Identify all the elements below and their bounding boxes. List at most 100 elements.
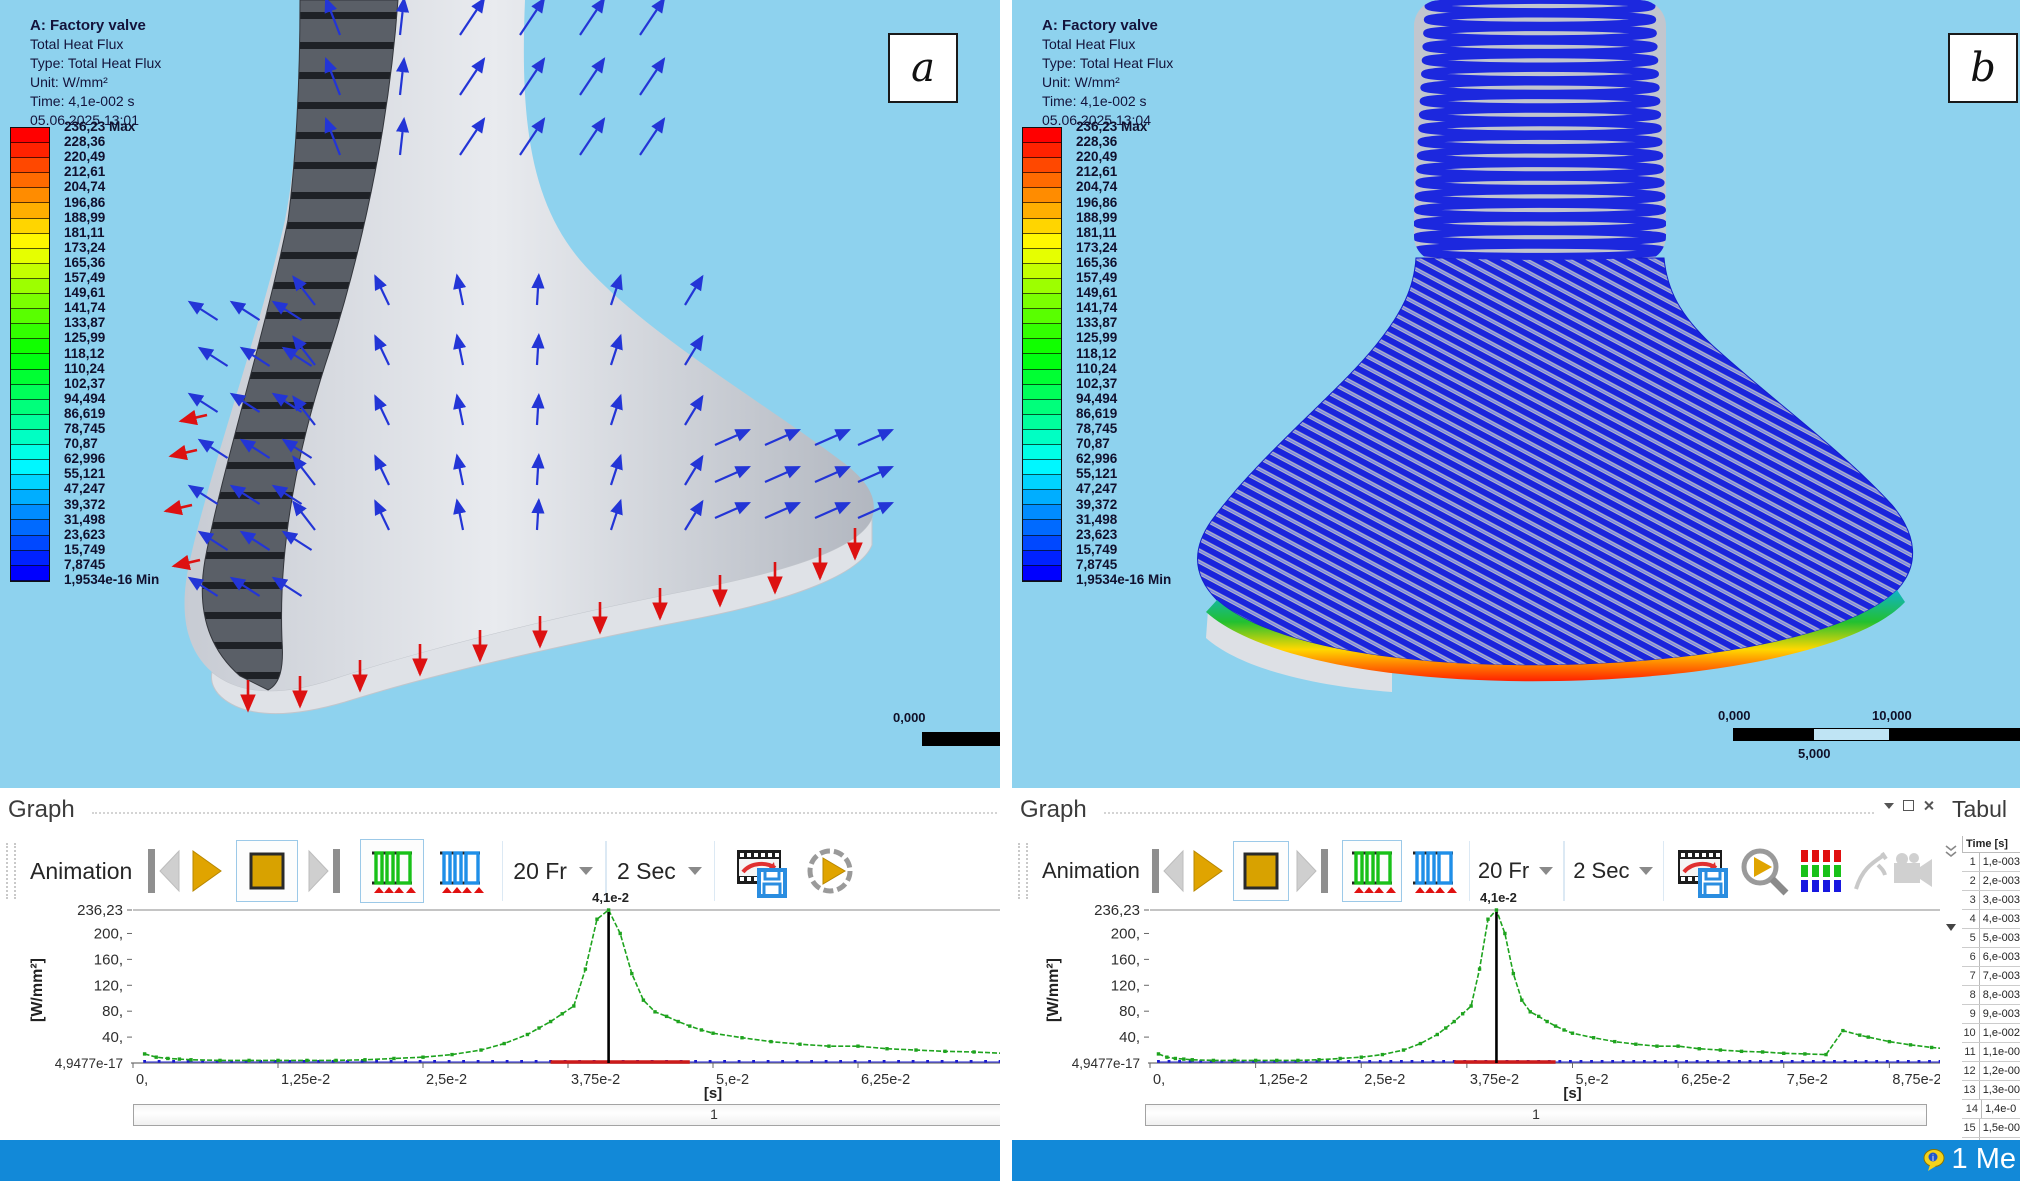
time-decay-icon[interactable] [1407, 841, 1459, 901]
chevron-down-icon [577, 865, 595, 877]
pane-pin-icon[interactable] [1903, 800, 1914, 811]
table-row[interactable]: 7 7,e-003 [1962, 967, 2020, 986]
table-row[interactable]: 10 1,e-002 [1962, 1024, 2020, 1043]
render-animation-button[interactable] [805, 846, 855, 896]
legend-band [11, 505, 49, 521]
legend-band [1023, 158, 1061, 174]
stop-button[interactable] [1232, 841, 1289, 901]
legend-color-bar [10, 127, 50, 582]
legend-value-label: 78,745 [1076, 421, 1118, 436]
table-row[interactable]: 15 1,5e-00 [1962, 1119, 2020, 1138]
svg-text:4,9477e-17: 4,9477e-17 [1072, 1056, 1140, 1071]
table-rows: 1 1,e-003 2 2,e-003 3 3,e-003 4 4,e-003 5 5,e-003… [1962, 853, 2020, 1140]
legend-value-label: 133,87 [64, 315, 106, 331]
zoom-to-fit-animation-button[interactable] [1738, 845, 1790, 897]
table-row[interactable]: 14 1,4e-0 [1962, 1100, 2020, 1119]
legend-value-label: 173,24 [1076, 239, 1118, 255]
legend-value-label: 47,247 [64, 481, 106, 497]
table-row[interactable]: 11 1,1e-00 [1962, 1043, 2020, 1062]
timeline-slider[interactable]: 1 [1145, 1104, 1927, 1126]
pane-close-icon[interactable] [1923, 800, 1934, 811]
seconds-dropdown[interactable]: 2 Sec [1564, 841, 1665, 901]
result-sets-icon[interactable] [360, 839, 425, 903]
legend-value-label: 173,24 [64, 239, 106, 255]
row-time-value: 5,e-003 [1982, 932, 2020, 944]
svg-text:120,: 120, [1111, 977, 1140, 994]
scale-ruler: 0,000 10,000 5,000 [1712, 708, 2020, 772]
toolbar-drag-handle[interactable] [6, 843, 16, 899]
svg-text:200,: 200, [1111, 925, 1140, 942]
pane-menu-icon[interactable] [1884, 802, 1894, 809]
collapse-chevrons-icon[interactable] [1944, 844, 1958, 858]
legend-band [1023, 505, 1061, 521]
result-sets-icon[interactable] [1341, 840, 1402, 902]
timeline-slider[interactable]: 1 [133, 1104, 1000, 1126]
legend-band [1023, 218, 1061, 234]
table-row[interactable]: 4 4,e-003 [1962, 910, 2020, 929]
row-number: 7 [1962, 967, 1980, 985]
export-video-button[interactable] [1676, 844, 1729, 898]
legend-value-label: 23,623 [64, 526, 106, 542]
legend-value-label: 15,749 [64, 541, 106, 557]
legend-value-label: 23,623 [1076, 526, 1118, 542]
legend-band [1023, 550, 1061, 566]
annotation-title: A: Factory valve [30, 17, 146, 34]
legend-value-label: 125,99 [1076, 330, 1118, 346]
legend-band [1023, 324, 1061, 340]
toolbar-drag-handle[interactable] [1018, 843, 1028, 899]
export-video-button[interactable] [735, 844, 787, 898]
time-decay-icon[interactable] [432, 840, 488, 902]
legend-value-label: 94,494 [64, 390, 106, 406]
seconds-dropdown[interactable]: 2 Sec [605, 841, 715, 901]
play-icon[interactable] [1191, 849, 1225, 893]
table-row[interactable]: 8 8,e-003 [1962, 986, 2020, 1005]
legend-value-label: 102,37 [64, 375, 106, 391]
table-row[interactable]: 13 1,3e-00 [1962, 1081, 2020, 1100]
legend-value-label: 220,49 [1076, 149, 1118, 165]
legend-band [1023, 414, 1061, 430]
table-row[interactable]: 3 3,e-003 [1962, 891, 2020, 910]
legend-value-label: 7,8745 [1076, 556, 1118, 572]
status-message-text: 1 Me [1951, 1143, 2016, 1175]
legend-band [11, 294, 49, 310]
table-row[interactable]: 5 5,e-003 [1962, 929, 2020, 948]
3d-viewport-a[interactable]: A: Factory valve Total Heat Flux Type: To… [0, 0, 1000, 788]
legend-value-label: 228,36 [1076, 134, 1118, 150]
table-row[interactable]: 9 9,e-003 [1962, 1005, 2020, 1024]
legend-value-label: 220,49 [64, 149, 106, 165]
legend-value-label: 236,23 Max [64, 119, 136, 134]
ruler-bar-seg2 [1813, 728, 1890, 741]
legend-band [1023, 233, 1061, 249]
table-row[interactable]: 1 1,e-003 [1962, 853, 2020, 872]
color-bars-icon[interactable] [1798, 847, 1844, 895]
play-icon[interactable] [190, 849, 224, 893]
table-row[interactable]: 161,6e-00 [1962, 1138, 2020, 1140]
legend-value-label: 94,494 [1076, 390, 1118, 406]
frames-dropdown[interactable]: 20 Fr [1468, 841, 1565, 901]
svg-text:80,: 80, [102, 1003, 123, 1020]
row-time-value: 1,5e-00 [1982, 1122, 2020, 1134]
3d-viewport-b[interactable]: A: Factory valve Total Heat Flux Type: To… [1012, 0, 2020, 788]
step-to-start-button[interactable] [1150, 846, 1186, 896]
stop-button[interactable] [236, 840, 299, 902]
legend-band [1023, 143, 1061, 159]
step-to-end-button[interactable] [1294, 846, 1330, 896]
step-to-end-button[interactable] [306, 846, 342, 896]
tabular-data-table: Time [s] 1 1,e-003 2 2,e-003 3 3,e-003 4 4,e-00… [1962, 836, 2020, 1140]
status-message[interactable]: i 1 Me [1922, 1143, 2016, 1176]
annotation-lines: Total Heat Flux Type: Total Heat Flux Unit… [30, 35, 161, 130]
table-row[interactable]: 12 1,2e-00 [1962, 1062, 2020, 1081]
table-row[interactable]: 2 2,e-003 [1962, 872, 2020, 891]
table-row[interactable]: 6 6,e-003 [1962, 948, 2020, 967]
frames-dropdown[interactable]: 20 Fr [502, 841, 606, 901]
step-to-start-button[interactable] [146, 846, 182, 896]
annotation-line: Total Heat Flux [1042, 36, 1136, 52]
legend-value-label: 165,36 [1076, 254, 1118, 270]
legend-band [11, 550, 49, 566]
svg-text:40,: 40, [1119, 1029, 1140, 1046]
animation-label: Animation [30, 857, 133, 884]
svg-text:4,9477e-17: 4,9477e-17 [55, 1056, 123, 1071]
legend-band [11, 248, 49, 264]
svg-text:236,23: 236,23 [77, 902, 123, 919]
legend-band [1023, 460, 1061, 476]
